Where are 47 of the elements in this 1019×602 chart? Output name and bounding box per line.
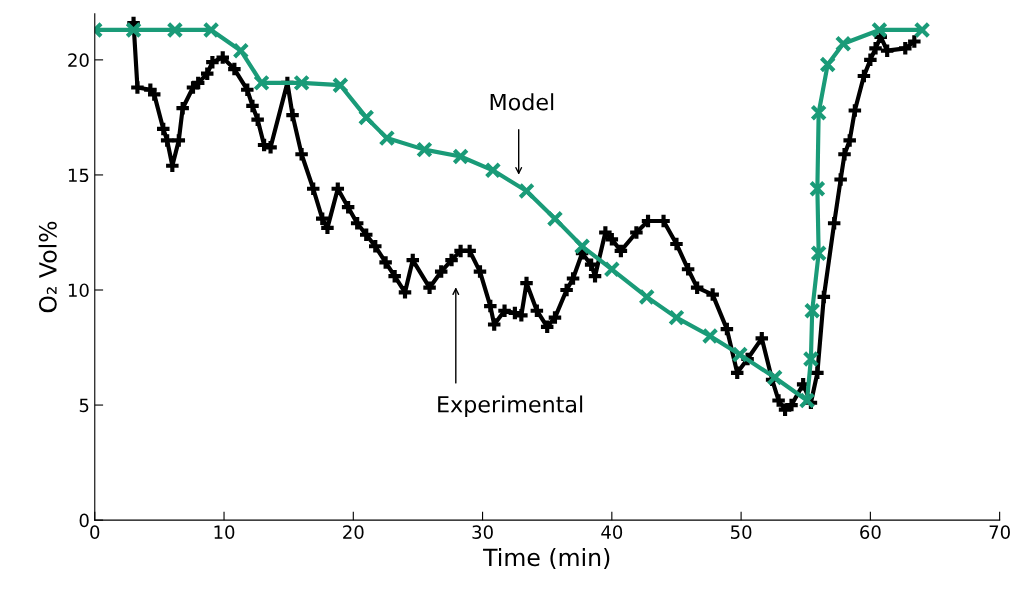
point [638,288,656,306]
y-tick-label: 20 [68,53,89,67]
point [834,35,852,53]
point [798,392,816,409]
point [452,148,469,165]
x-tick-label: 40 [601,525,623,539]
point [546,210,564,227]
y-axis-title: O₂ Vol% [38,221,57,313]
point [809,180,826,198]
point [603,260,621,278]
x-tick-label: 30 [472,525,493,539]
y-tick-label: 0 [79,513,89,528]
point [293,74,310,92]
x-tick-label: 10 [214,525,235,539]
point [253,74,270,92]
x-tick-label: 60 [860,525,881,539]
point [810,244,828,262]
point [357,109,375,126]
point [416,141,433,158]
point [232,42,250,60]
point [871,21,888,39]
point [518,182,535,200]
point [819,56,837,73]
y-tick-label: 10 [68,283,89,298]
point [332,76,349,94]
x-tick-label: 0 [90,525,100,539]
point [125,21,142,39]
y-tick-label: 5 [79,398,89,413]
point [484,161,502,179]
annotation: Model [490,93,554,111]
point [802,350,820,368]
point [731,346,749,363]
point [803,302,821,320]
point [202,21,220,39]
point [668,309,685,326]
annotation: Experimental [438,395,583,417]
point [701,327,719,345]
x-tick-label: 50 [731,525,752,539]
point [166,21,184,39]
x-tick-label: 70 [989,525,1010,539]
point [810,104,828,122]
x-axis-title: Time (min) [483,548,610,570]
point [913,21,931,39]
point [378,129,396,147]
x-tick-label: 20 [343,525,364,539]
y-tick-label: 15 [68,168,89,183]
point [573,237,591,255]
